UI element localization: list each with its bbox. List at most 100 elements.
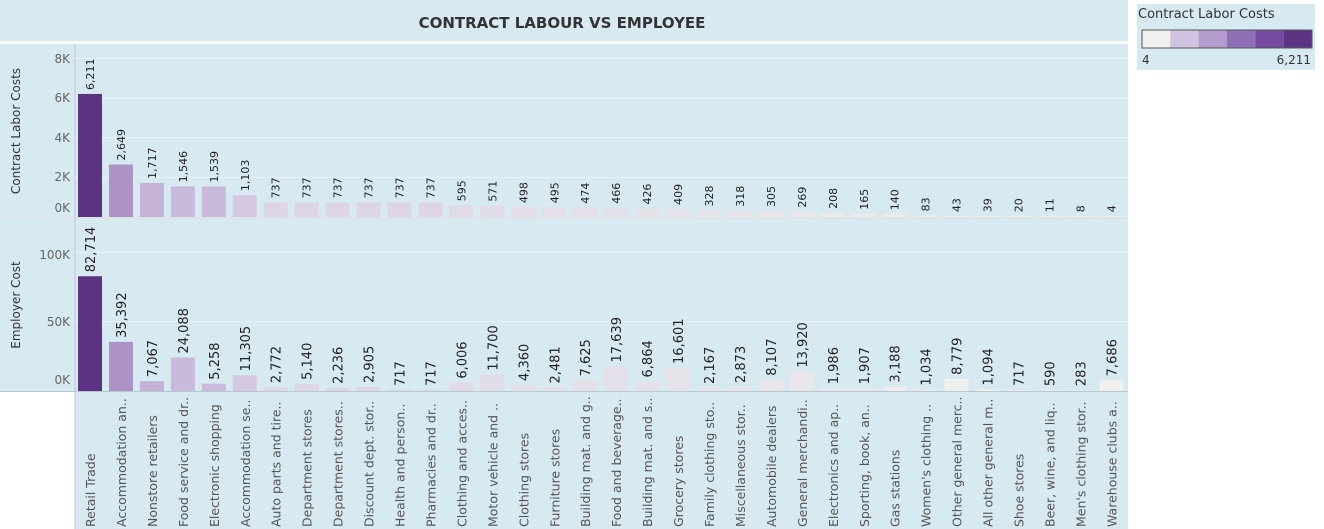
bar-employer[interactable]: [1099, 380, 1124, 391]
contract-data-labels: 6,211 2,649 1,717 1,546 1,539 1,103 737 737 737 7…: [84, 58, 1118, 212]
bar-employer[interactable]: [139, 381, 164, 391]
bar-employer[interactable]: [263, 387, 288, 391]
category-label: Food and beverage..: [609, 398, 624, 527]
data-label-employer: 590: [1043, 361, 1058, 386]
bar-contract[interactable]: [573, 207, 598, 217]
bar-contract[interactable]: [139, 182, 164, 217]
bar-contract[interactable]: [604, 207, 629, 217]
bar-contract[interactable]: [1037, 216, 1062, 217]
data-label-employer: 11,700: [486, 325, 501, 371]
bar-employer[interactable]: [975, 389, 1000, 391]
bar-contract[interactable]: [944, 216, 969, 217]
bar-employer[interactable]: [325, 387, 350, 391]
data-label-employer: 8,779: [951, 338, 966, 375]
bar-employer[interactable]: [727, 387, 752, 391]
legend-min-label: 4: [1142, 53, 1150, 67]
bar-employer[interactable]: [944, 378, 969, 391]
data-label-contract: 495: [548, 182, 561, 203]
bar-contract[interactable]: [882, 214, 907, 217]
bar-employer[interactable]: [511, 384, 536, 391]
bar-employer[interactable]: [789, 371, 814, 391]
bar-employer[interactable]: [1068, 390, 1093, 391]
bar-contract[interactable]: [449, 205, 474, 217]
data-label-contract: 737: [332, 177, 345, 198]
category-label: Accommodation an..: [114, 398, 129, 527]
bar-contract[interactable]: [294, 202, 319, 217]
bar-employer[interactable]: [666, 367, 691, 391]
bar-contract[interactable]: [758, 210, 783, 217]
bar-employer[interactable]: [697, 387, 721, 391]
bar-contract[interactable]: [325, 202, 350, 217]
bar-contract[interactable]: [511, 207, 536, 217]
bar-employer[interactable]: [758, 379, 783, 391]
category-label: Health and person..: [393, 404, 408, 527]
data-label-contract: 318: [734, 186, 747, 207]
data-label-employer: 82,714: [84, 227, 99, 273]
bar-contract[interactable]: [666, 208, 691, 217]
bar-contract[interactable]: [975, 216, 1000, 217]
bar-employer[interactable]: [1037, 390, 1062, 391]
bar-employer[interactable]: [913, 389, 938, 391]
category-label: Department stores..: [331, 401, 346, 527]
bar-contract[interactable]: [542, 207, 567, 217]
bar-employer[interactable]: [294, 383, 319, 391]
data-label-employer: 2,873: [734, 346, 749, 383]
bar-contract[interactable]: [635, 208, 660, 217]
bar-contract[interactable]: [727, 210, 752, 217]
data-label-contract: 737: [301, 177, 314, 198]
bar-contract[interactable]: [78, 93, 102, 217]
category-label: Building mat. and g..: [578, 396, 593, 527]
bar-contract[interactable]: [1099, 216, 1124, 217]
bar-contract[interactable]: [356, 202, 381, 217]
bar-employer[interactable]: [573, 380, 598, 391]
bar-employer[interactable]: [542, 387, 567, 391]
data-label-employer: 2,481: [548, 346, 563, 383]
bar-employer[interactable]: [170, 357, 195, 391]
bar-employer[interactable]: [851, 388, 876, 391]
bar-employer[interactable]: [356, 386, 381, 391]
bar-employer[interactable]: [882, 386, 907, 391]
data-label-employer: 2,167: [703, 347, 718, 384]
data-label-contract: 1,546: [177, 151, 190, 183]
data-label-employer: 2,772: [270, 346, 285, 383]
bar-contract[interactable]: [913, 215, 938, 217]
bar-contract[interactable]: [232, 195, 257, 217]
category-label: Electronics and ap..: [826, 404, 841, 527]
bar-contract[interactable]: [387, 202, 412, 217]
y-tick-label: 50K: [47, 315, 71, 329]
bar-contract[interactable]: [789, 211, 814, 217]
data-label-contract: 269: [796, 187, 809, 208]
category-label: Discount dept. stor..: [362, 401, 377, 527]
bar-contract[interactable]: [820, 212, 845, 217]
bar-employer[interactable]: [418, 390, 443, 391]
bar-contract[interactable]: [108, 164, 133, 217]
bar-employer[interactable]: [820, 388, 845, 391]
bar-contract[interactable]: [170, 186, 195, 217]
bar-employer[interactable]: [635, 381, 660, 391]
bar-contract[interactable]: [201, 186, 226, 217]
bar-employer[interactable]: [108, 341, 133, 391]
bar-employer[interactable]: [604, 366, 629, 391]
bar-contract[interactable]: [851, 213, 876, 217]
y-tick-label: 0K: [54, 201, 71, 215]
bar-contract[interactable]: [263, 202, 288, 217]
bar-employer[interactable]: [387, 390, 412, 391]
y-tick-label: 8K: [54, 52, 71, 66]
category-label: Automobile dealers: [764, 406, 779, 528]
bar-employer[interactable]: [1006, 390, 1031, 391]
bar-employer[interactable]: [201, 383, 226, 391]
data-label-contract: 737: [424, 177, 437, 198]
bar-employer[interactable]: [78, 276, 102, 391]
bar-employer[interactable]: [480, 374, 505, 391]
bar-employer[interactable]: [232, 375, 257, 391]
bar-contract[interactable]: [418, 202, 443, 217]
bar-employer[interactable]: [449, 382, 474, 391]
bar-contract[interactable]: [480, 205, 505, 217]
bar-contract[interactable]: [697, 210, 721, 217]
data-label-contract: 328: [703, 186, 716, 207]
data-label-employer: 717: [1013, 361, 1028, 386]
bar-contract[interactable]: [1068, 216, 1093, 217]
bar-contract[interactable]: [1006, 216, 1031, 217]
category-label: All other general m..: [981, 399, 996, 527]
legend-max-label: 6,211: [1277, 53, 1311, 67]
